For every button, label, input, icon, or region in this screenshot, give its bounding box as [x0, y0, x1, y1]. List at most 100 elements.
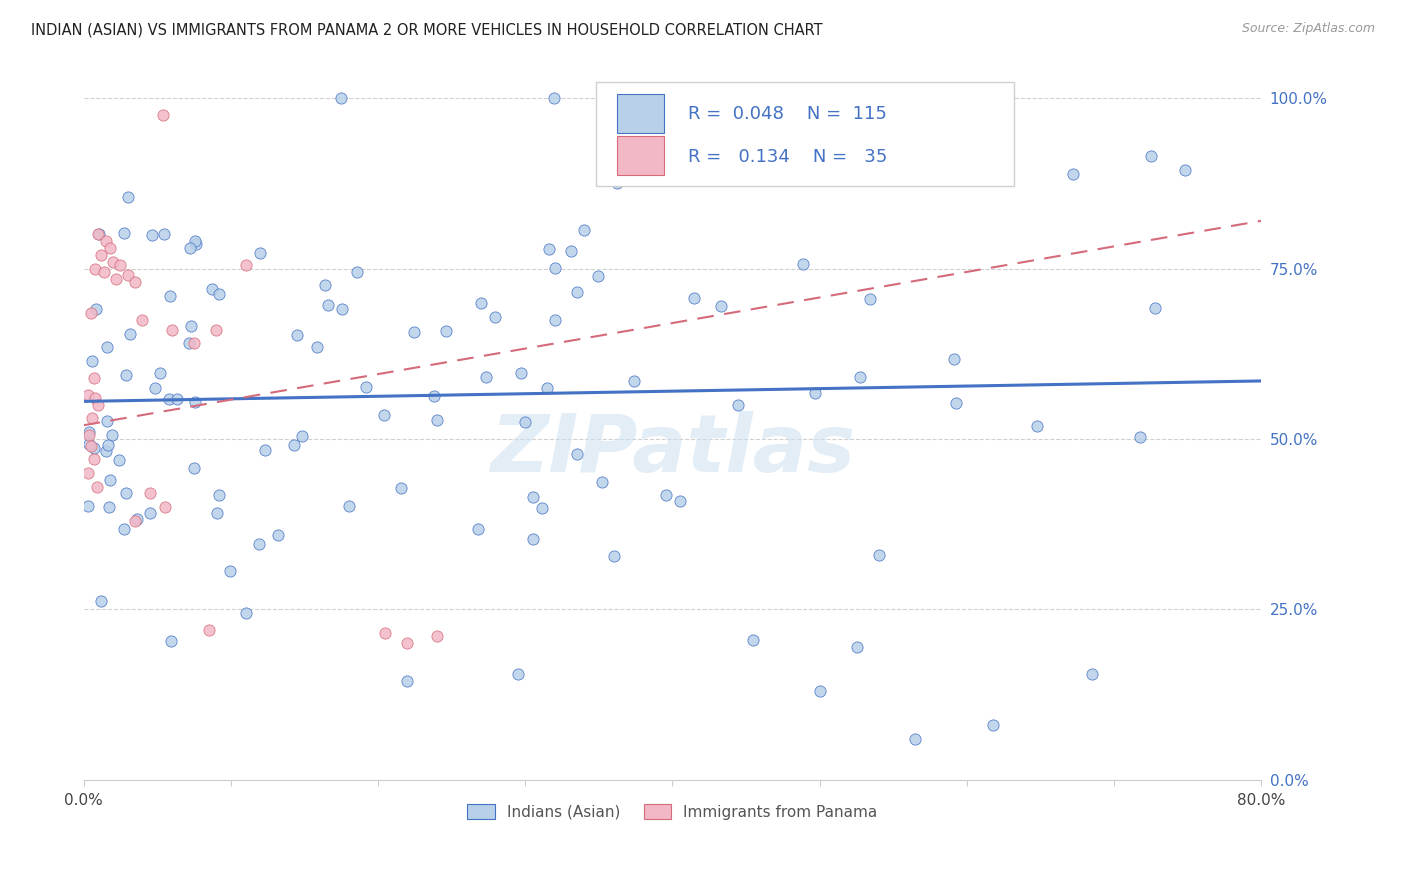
Point	[536, 381, 558, 395]
Point	[87, 227, 110, 242]
Point	[208, 287, 231, 301]
Point	[484, 310, 506, 324]
Point	[374, 626, 396, 640]
Point	[94, 444, 117, 458]
Point	[93, 265, 115, 279]
Point	[141, 228, 163, 243]
Point	[179, 241, 201, 255]
Point	[143, 381, 166, 395]
Point	[330, 91, 353, 105]
Point	[588, 268, 610, 283]
Point	[1026, 418, 1049, 433]
Point	[402, 325, 425, 339]
Point	[510, 366, 533, 380]
Text: INDIAN (ASIAN) VS IMMIGRANTS FROM PANAMA 2 OR MORE VEHICLES IN HOUSEHOLD CORRELA: INDIAN (ASIAN) VS IMMIGRANTS FROM PANAMA…	[31, 22, 823, 37]
Point	[108, 452, 131, 467]
Point	[94, 234, 117, 248]
Point	[153, 227, 176, 241]
Point	[110, 258, 132, 272]
Point	[235, 258, 257, 272]
Point	[184, 394, 207, 409]
Point	[654, 488, 676, 502]
Point	[506, 667, 529, 681]
Point	[139, 486, 162, 500]
FancyBboxPatch shape	[617, 95, 664, 134]
Point	[104, 271, 127, 285]
Text: ZIPatlas: ZIPatlas	[489, 411, 855, 490]
Point	[131, 312, 153, 326]
Point	[183, 336, 205, 351]
Point	[84, 301, 107, 316]
Point	[159, 289, 181, 303]
Point	[1129, 430, 1152, 444]
Point	[235, 606, 257, 620]
Text: R =   0.134    N =   35: R = 0.134 N = 35	[688, 148, 887, 166]
Point	[205, 506, 228, 520]
Point	[247, 537, 270, 551]
Point	[1143, 301, 1166, 315]
Point	[426, 413, 449, 427]
Point	[101, 254, 124, 268]
Point	[139, 506, 162, 520]
Point	[983, 718, 1005, 732]
Text: R =  0.048    N =  115: R = 0.048 N = 115	[688, 105, 887, 123]
Point	[591, 475, 613, 489]
Point	[184, 235, 207, 249]
Point	[522, 532, 544, 546]
Point	[307, 340, 329, 354]
Point	[84, 391, 107, 405]
Point	[180, 318, 202, 333]
Point	[859, 293, 882, 307]
Point	[845, 640, 868, 654]
Point	[285, 327, 308, 342]
Point	[115, 486, 138, 500]
Point	[1140, 149, 1163, 163]
Point	[467, 522, 489, 536]
Point	[183, 461, 205, 475]
Point	[804, 385, 827, 400]
Point	[124, 514, 146, 528]
FancyBboxPatch shape	[596, 82, 1014, 186]
Point	[426, 630, 449, 644]
Point	[160, 634, 183, 648]
Point	[115, 368, 138, 382]
Point	[623, 374, 645, 388]
Point	[80, 439, 103, 453]
Point	[283, 438, 305, 452]
Point	[218, 564, 240, 578]
Point	[543, 261, 565, 276]
Point	[205, 323, 228, 337]
Point	[808, 684, 831, 698]
Point	[98, 500, 121, 514]
Point	[253, 442, 276, 457]
Point	[574, 223, 596, 237]
Point	[80, 306, 103, 320]
Point	[97, 437, 120, 451]
Point	[346, 265, 368, 279]
Point	[531, 501, 554, 516]
Point	[87, 227, 110, 241]
Point	[848, 369, 870, 384]
Point	[127, 512, 149, 526]
Point	[373, 409, 395, 423]
Point	[117, 190, 139, 204]
Point	[200, 282, 222, 296]
Point	[603, 549, 626, 563]
Point	[100, 428, 122, 442]
Point	[166, 392, 188, 406]
Point	[727, 398, 749, 412]
Point	[316, 298, 339, 312]
Point	[152, 108, 174, 122]
Point	[208, 488, 231, 502]
Point	[267, 528, 290, 542]
Point	[153, 500, 176, 514]
Point	[544, 312, 567, 326]
Point	[179, 335, 201, 350]
Point	[792, 257, 814, 271]
Point	[314, 278, 336, 293]
Point	[470, 296, 492, 310]
Point	[77, 466, 100, 480]
Point	[98, 241, 121, 255]
Point	[149, 366, 172, 380]
Point	[683, 291, 706, 305]
